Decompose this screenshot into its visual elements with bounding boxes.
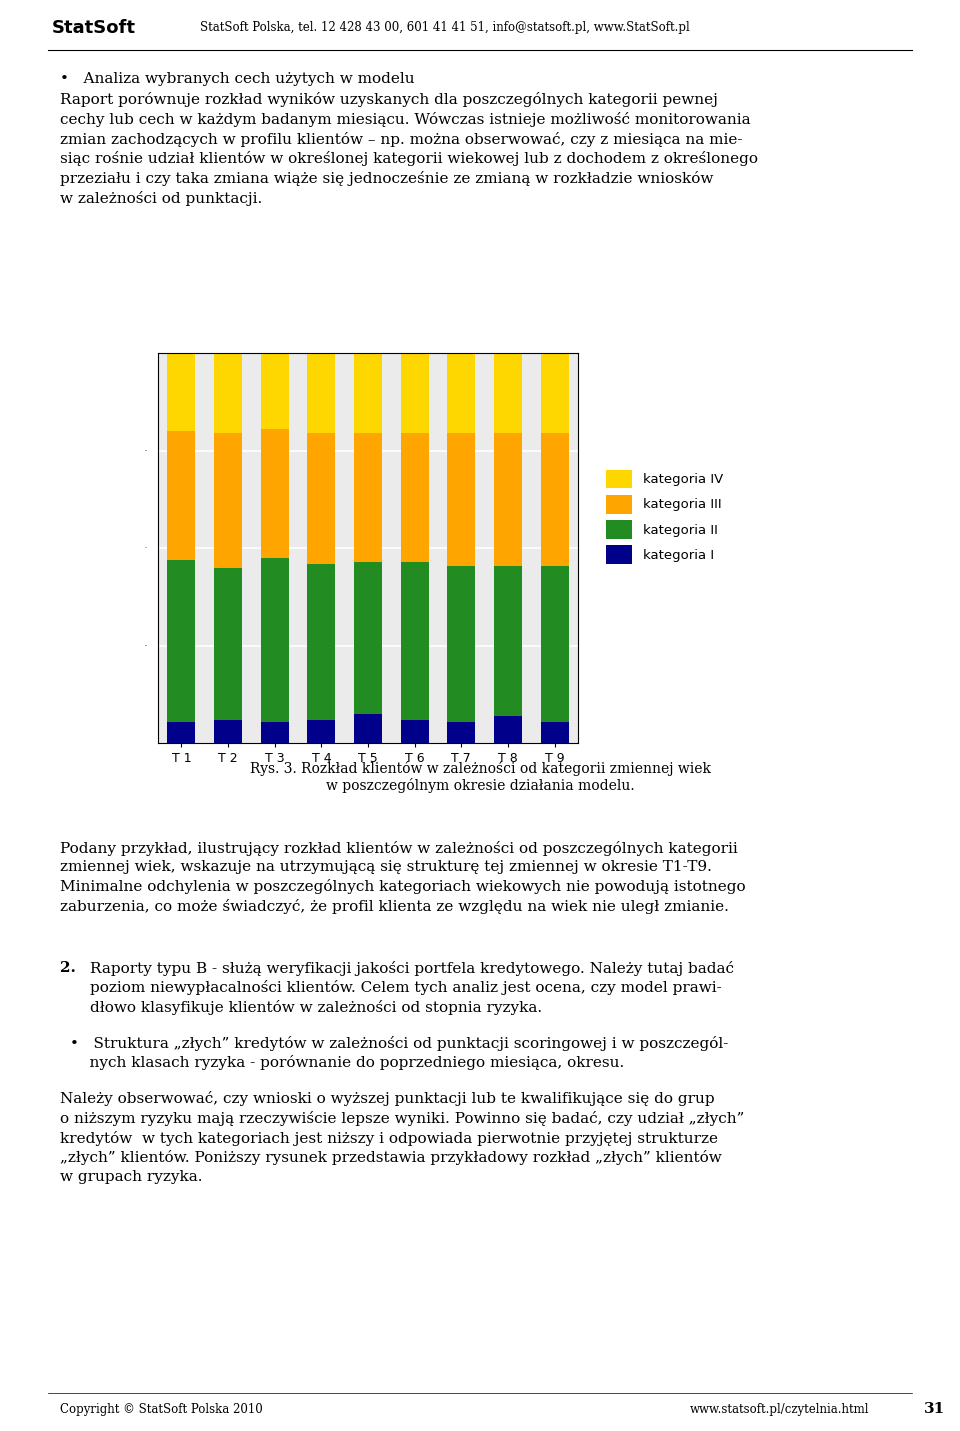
Bar [354,714,382,743]
Text: •   Analiza wybranych cech użytych w modelu: • Analiza wybranych cech użytych w model… [60,72,415,86]
Bar [307,353,335,434]
Bar [261,558,289,721]
Bar [214,568,242,720]
Bar [494,716,522,743]
Bar [540,565,568,721]
Text: Należy obserwować, czy wnioski o wyższej punktacji lub te kwalifikujące się do g: Należy obserwować, czy wnioski o wyższej… [60,1090,744,1183]
Bar [167,431,195,560]
Bar [447,565,475,721]
Text: StatSoft Polska, tel. 12 428 43 00, 601 41 41 51, info@statsoft.pl, www.StatSoft: StatSoft Polska, tel. 12 428 43 00, 601 … [200,21,689,34]
Bar [307,720,335,743]
Text: StatSoft: StatSoft [52,19,136,37]
Bar [400,720,429,743]
Bar [261,721,289,743]
Text: Rys. 3. Rozkład klientów w zależności od kategorii zmiennej wiek
w poszczególnym: Rys. 3. Rozkład klientów w zależności od… [250,761,710,793]
Bar [214,720,242,743]
Bar [447,721,475,743]
Text: poziom niewypłacalności klientów. Celem tych analiz jest ocena, czy model prawi-: poziom niewypłacalności klientów. Celem … [90,980,722,1015]
Bar [400,434,429,561]
Bar [214,434,242,568]
Bar [540,721,568,743]
Bar [167,353,195,431]
Bar [354,561,382,714]
Bar [447,434,475,565]
Legend: kategoria IV, kategoria III, kategoria II, kategoria I: kategoria IV, kategoria III, kategoria I… [606,469,723,564]
Bar [400,561,429,720]
Bar [261,429,289,558]
Bar [494,353,522,434]
Bar [354,353,382,434]
Text: Raport porównuje rozkład wyników uzyskanych dla poszczególnych kategorii pewnej
: Raport porównuje rozkład wyników uzyskan… [60,92,758,206]
Text: www.statsoft.pl/czytelnia.html: www.statsoft.pl/czytelnia.html [690,1402,870,1415]
Text: Copyright © StatSoft Polska 2010: Copyright © StatSoft Polska 2010 [60,1402,263,1415]
Bar [540,353,568,434]
Text: •   Struktura „złych” kredytów w zależności od punktacji scoringowej i w poszcze: • Struktura „złych” kredytów w zależnośc… [70,1036,729,1050]
Bar [261,353,289,429]
Bar [214,353,242,434]
Bar [167,560,195,721]
Bar [354,434,382,561]
Bar [167,721,195,743]
Bar [400,353,429,434]
Bar [540,434,568,565]
Text: nych klasach ryzyka - porównanie do poprzedniego miesiąca, okresu.: nych klasach ryzyka - porównanie do popr… [70,1055,624,1070]
Text: 2.: 2. [60,962,76,975]
Bar [447,353,475,434]
Bar [307,564,335,720]
Text: Podany przykład, ilustrujący rozkład klientów w zależności od poszczególnych kat: Podany przykład, ilustrujący rozkład kli… [60,841,746,914]
Text: 31: 31 [924,1402,946,1417]
Text: Raporty typu B - służą weryfikacji jakości portfela kredytowego. Należy tutaj ba: Raporty typu B - służą weryfikacji jakoś… [90,962,734,976]
Bar [494,565,522,716]
Bar [307,434,335,564]
Bar [494,434,522,565]
